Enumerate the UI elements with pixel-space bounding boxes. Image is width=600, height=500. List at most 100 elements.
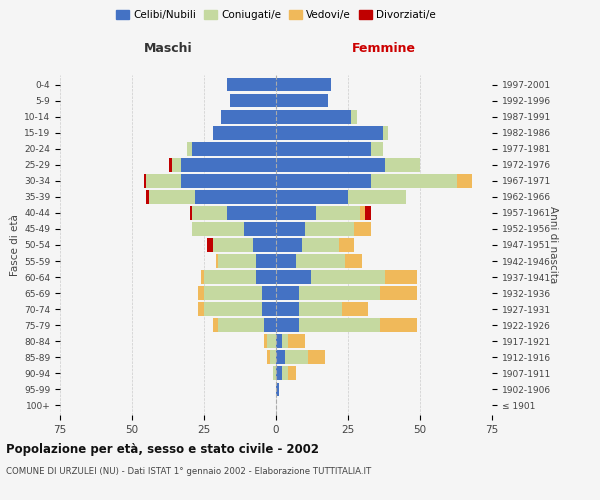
Bar [340,238,354,252]
Bar [371,174,457,188]
Bar [268,334,276,348]
Bar [385,158,420,172]
Bar [276,94,328,108]
Bar [383,126,388,140]
Bar [146,190,149,203]
Bar [276,190,348,203]
Bar [457,174,472,188]
Bar [193,142,276,156]
Bar [193,206,227,220]
Bar [365,206,371,220]
Bar [244,222,276,236]
Bar [287,334,305,348]
Bar [276,142,371,156]
Y-axis label: Anni di nascita: Anni di nascita [548,206,558,284]
Bar [351,110,356,124]
Bar [227,78,276,92]
Bar [276,238,302,252]
Bar [212,238,253,252]
Bar [276,286,299,300]
Bar [308,350,325,364]
Text: Popolazione per età, sesso e stato civile - 2002: Popolazione per età, sesso e stato civil… [6,442,319,456]
Bar [276,334,282,348]
Bar [172,158,181,172]
Bar [230,94,276,108]
Bar [207,238,212,252]
Bar [201,270,204,284]
Bar [316,206,359,220]
Bar [212,126,276,140]
Bar [265,334,268,348]
Bar [270,350,276,364]
Bar [276,126,383,140]
Bar [276,110,351,124]
Bar [302,238,340,252]
Bar [345,254,362,268]
Bar [169,158,172,172]
Bar [193,222,244,236]
Bar [287,366,296,380]
Bar [227,206,276,220]
Bar [149,190,196,203]
Bar [204,270,256,284]
Bar [276,206,316,220]
Bar [187,142,193,156]
Bar [256,254,276,268]
Bar [196,190,276,203]
Bar [276,302,299,316]
Bar [204,302,262,316]
Bar [276,78,331,92]
Bar [276,382,279,396]
Bar [218,254,256,268]
Bar [253,238,276,252]
Bar [146,174,181,188]
Bar [215,254,218,268]
Legend: Celibi/Nubili, Coniugati/e, Vedovi/e, Divorziati/e: Celibi/Nubili, Coniugati/e, Vedovi/e, Di… [112,6,440,24]
Bar [276,158,385,172]
Bar [190,206,193,220]
Bar [282,334,287,348]
Y-axis label: Fasce di età: Fasce di età [10,214,20,276]
Bar [276,174,371,188]
Bar [198,302,204,316]
Bar [371,142,383,156]
Bar [348,190,406,203]
Bar [299,318,380,332]
Text: Femmine: Femmine [352,42,416,55]
Bar [276,350,284,364]
Bar [198,286,204,300]
Bar [311,270,385,284]
Bar [256,270,276,284]
Bar [276,318,299,332]
Bar [273,366,276,380]
Text: Maschi: Maschi [143,42,193,55]
Bar [342,302,368,316]
Bar [299,286,380,300]
Bar [204,286,262,300]
Bar [284,350,308,364]
Text: COMUNE DI URZULEI (NU) - Dati ISTAT 1° gennaio 2002 - Elaborazione TUTTITALIA.IT: COMUNE DI URZULEI (NU) - Dati ISTAT 1° g… [6,468,371,476]
Bar [380,286,417,300]
Bar [282,366,287,380]
Bar [276,254,296,268]
Bar [276,366,282,380]
Bar [359,206,365,220]
Bar [268,350,270,364]
Bar [262,286,276,300]
Bar [305,222,354,236]
Bar [299,302,342,316]
Bar [380,318,417,332]
Bar [262,302,276,316]
Bar [276,222,305,236]
Bar [181,158,276,172]
Bar [354,222,371,236]
Bar [218,318,265,332]
Bar [181,174,276,188]
Bar [221,110,276,124]
Bar [265,318,276,332]
Bar [296,254,345,268]
Bar [385,270,417,284]
Bar [143,174,146,188]
Bar [276,270,311,284]
Bar [212,318,218,332]
